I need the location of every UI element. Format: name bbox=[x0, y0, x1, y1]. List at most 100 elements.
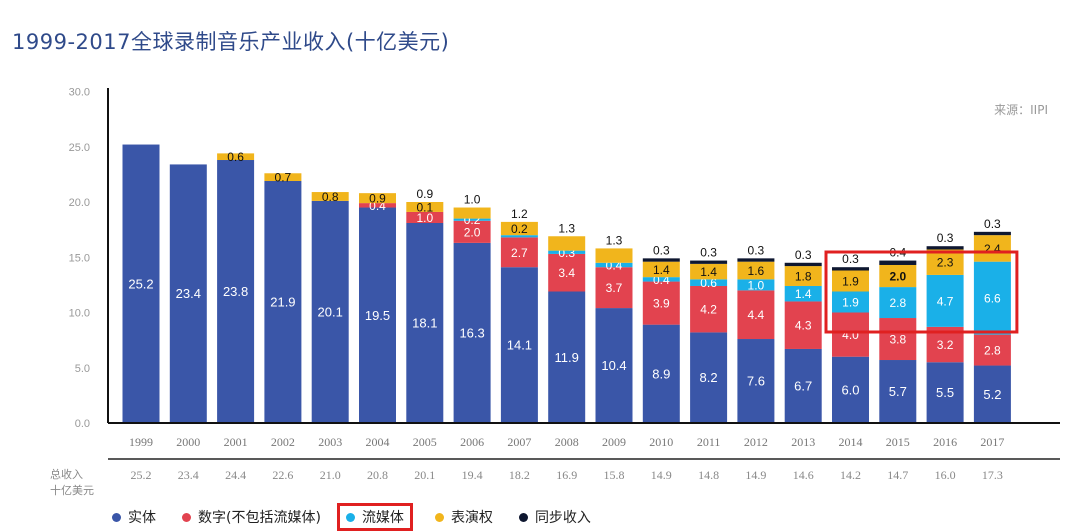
top-label: 0.3 bbox=[653, 243, 670, 257]
segment-label: 1.8 bbox=[795, 270, 812, 284]
x-tick-label: 2009 bbox=[602, 435, 626, 449]
segment-label: 3.7 bbox=[606, 281, 623, 295]
bar-segment-2009-s3 bbox=[595, 248, 633, 263]
segment-label: 1.4 bbox=[700, 265, 717, 279]
bar-segment-2007-s0 bbox=[500, 267, 538, 423]
legend-label: 实体 bbox=[128, 510, 156, 526]
top-label: 0.3 bbox=[795, 248, 812, 262]
bar-segment-2007-s1 bbox=[500, 237, 538, 268]
segment-label: 6.7 bbox=[794, 378, 812, 393]
segment-label: 0.1 bbox=[416, 200, 433, 214]
bar-segment-2013-s3 bbox=[784, 266, 822, 286]
top-label: 1.3 bbox=[606, 233, 623, 247]
segment-label: 0.6 bbox=[700, 276, 717, 290]
top-label: 0.3 bbox=[984, 217, 1001, 231]
bar-segment-2010-s0 bbox=[642, 324, 680, 423]
segment-label: 2.0 bbox=[464, 225, 481, 239]
top-label: 0.3 bbox=[842, 252, 859, 266]
bar-segment-2016-s0 bbox=[926, 362, 964, 423]
total-value: 17.3 bbox=[982, 468, 1003, 482]
segment-label: 19.5 bbox=[365, 308, 390, 323]
y-tick-label: 0.0 bbox=[75, 418, 90, 430]
segment-label: 2.3 bbox=[937, 256, 954, 270]
total-value: 20.1 bbox=[414, 468, 435, 482]
chart-title: 1999-2017全球录制音乐产业收入(十亿美元) bbox=[12, 30, 450, 54]
segment-label: 3.4 bbox=[558, 266, 575, 280]
legend-item: 实体 bbox=[108, 507, 160, 527]
bar-segment-2014-s2 bbox=[832, 291, 869, 313]
segment-label: 1.9 bbox=[842, 296, 859, 310]
bar-segment-2013-s0 bbox=[784, 348, 822, 423]
segment-label: 4.3 bbox=[795, 319, 812, 333]
x-tick-label: 2003 bbox=[318, 435, 342, 449]
bar-segment-2017-s4 bbox=[973, 231, 1011, 236]
bar-segment-2012-s1 bbox=[737, 290, 775, 340]
x-tick-label: 2000 bbox=[176, 435, 200, 449]
x-tick-label: 2006 bbox=[460, 435, 484, 449]
segment-label: 1.9 bbox=[842, 275, 859, 289]
totals-row-label: 十亿美元 bbox=[50, 483, 94, 497]
bar-segment-2000-s0 bbox=[169, 164, 207, 423]
bar-segment-2012-s3 bbox=[737, 261, 775, 280]
segment-label: 14.1 bbox=[507, 338, 532, 353]
x-tick-label: 2017 bbox=[980, 435, 1004, 449]
bar-segment-2012-s0 bbox=[737, 339, 775, 423]
bar-segment-2014-s0 bbox=[832, 356, 869, 423]
bar-segment-2007-s3 bbox=[500, 221, 538, 236]
bar-segment-2012-s4 bbox=[737, 258, 775, 262]
x-tick-label: 2001 bbox=[224, 435, 248, 449]
legend-label: 同步收入 bbox=[534, 510, 591, 526]
source-note: 来源：IIPI bbox=[994, 103, 1048, 117]
bar-segment-2001-s3 bbox=[217, 153, 255, 161]
bar-segment-2009-s1 bbox=[595, 267, 633, 309]
y-tick-label: 15.0 bbox=[69, 252, 90, 264]
bar-segment-2015-s3 bbox=[879, 264, 917, 288]
bar-segment-2015-s1 bbox=[879, 318, 917, 361]
bar-segment-2007-s2 bbox=[500, 235, 538, 238]
segment-label: 0.8 bbox=[322, 190, 339, 204]
x-tick-label: 2011 bbox=[697, 435, 721, 449]
segment-label: 23.8 bbox=[223, 284, 248, 299]
top-label: 0.3 bbox=[937, 231, 954, 245]
bar-segment-2014-s1 bbox=[832, 312, 869, 357]
total-value: 14.9 bbox=[651, 468, 672, 482]
segment-label: 10.4 bbox=[601, 358, 626, 373]
bar-segment-2005-s1 bbox=[406, 211, 444, 223]
bar-segment-2013-s4 bbox=[784, 262, 822, 267]
segment-label: 2.0 bbox=[889, 270, 906, 284]
segment-label: 5.7 bbox=[889, 384, 907, 399]
segment-label: 2.8 bbox=[889, 296, 906, 310]
bar-segment-2011-s2 bbox=[690, 279, 728, 286]
total-value: 16.9 bbox=[556, 468, 577, 482]
total-value: 21.0 bbox=[320, 468, 341, 482]
bar-segment-2010-s3 bbox=[642, 261, 680, 278]
x-tick-label: 2010 bbox=[649, 435, 673, 449]
bar-segment-2006-s2 bbox=[453, 218, 491, 221]
highlight-box bbox=[824, 250, 1019, 334]
bar-segment-2017-s2 bbox=[973, 261, 1011, 335]
legend-item: 同步收入 bbox=[515, 507, 595, 527]
bar-segment-2009-s0 bbox=[595, 308, 633, 423]
total-value: 14.6 bbox=[793, 468, 814, 482]
x-tick-label: 2013 bbox=[791, 435, 815, 449]
x-tick-label: 1999 bbox=[129, 435, 153, 449]
segment-label: 1.4 bbox=[795, 287, 812, 301]
segment-label: 4.0 bbox=[842, 328, 859, 342]
segment-label: 21.9 bbox=[270, 295, 295, 310]
bar-segment-2016-s4 bbox=[926, 246, 964, 250]
bar-segment-2006-s0 bbox=[453, 242, 491, 423]
segment-label: 0.6 bbox=[227, 150, 244, 164]
total-value: 14.2 bbox=[840, 468, 861, 482]
total-value: 16.0 bbox=[935, 468, 956, 482]
bar-segment-2002-s0 bbox=[264, 181, 302, 423]
segment-label: 3.2 bbox=[937, 338, 954, 352]
segment-label: 5.2 bbox=[983, 387, 1001, 402]
bar-segment-2014-s3 bbox=[832, 270, 869, 292]
bar-segment-2010-s2 bbox=[642, 277, 680, 282]
bar-segment-2005-s3 bbox=[406, 202, 444, 212]
bar-segment-2014-s4 bbox=[832, 267, 869, 271]
legend-label: 流媒体 bbox=[361, 510, 404, 526]
legend-item: 表演权 bbox=[431, 507, 497, 527]
segment-label: 1.4 bbox=[653, 263, 670, 277]
